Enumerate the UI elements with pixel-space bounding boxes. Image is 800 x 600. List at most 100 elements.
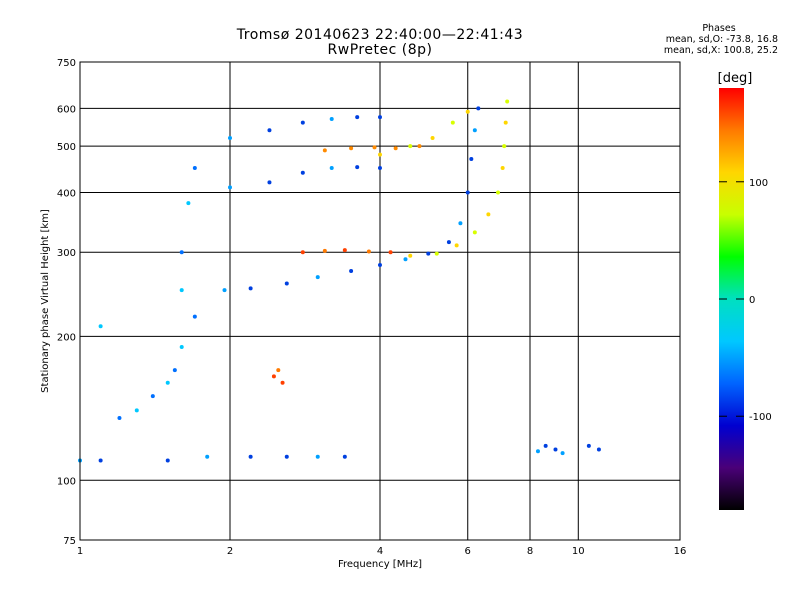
data-point <box>408 144 413 149</box>
data-point <box>465 190 470 195</box>
data-point <box>117 415 122 420</box>
y-tick-label: 400 <box>57 188 76 199</box>
data-point <box>267 180 272 185</box>
data-point <box>280 380 285 385</box>
y-tick-label: 200 <box>57 332 76 343</box>
y-tick-label: 600 <box>57 104 76 115</box>
data-point <box>535 449 540 454</box>
x-axis-label: Frequency [MHz] <box>338 559 422 570</box>
x-tick-label: 4 <box>377 546 383 557</box>
x-tick-label: 2 <box>227 546 233 557</box>
data-point <box>134 408 139 413</box>
data-point <box>179 345 184 350</box>
data-point <box>186 201 191 206</box>
data-point <box>465 109 470 114</box>
data-point <box>378 152 382 157</box>
data-point <box>505 99 510 104</box>
phase-stats-o: mean, sd,O: -73.8, 16.8 <box>665 34 778 45</box>
data-point <box>560 451 565 456</box>
data-point <box>329 116 334 121</box>
data-point <box>349 269 354 274</box>
data-point <box>378 263 382 268</box>
data-point <box>469 157 474 162</box>
phase-stats: Phases mean, sd,O: -73.8, 16.8 mean, sd,… <box>580 23 800 56</box>
data-point <box>388 250 393 255</box>
data-point <box>165 458 170 463</box>
data-point <box>596 447 601 452</box>
data-point <box>228 136 232 141</box>
data-point <box>342 248 347 253</box>
data-point <box>486 212 491 217</box>
data-point <box>315 275 320 280</box>
colorbar-unit-label: [deg] <box>718 71 753 86</box>
data-point <box>165 380 170 385</box>
data-point <box>417 144 422 149</box>
data-point <box>284 281 289 286</box>
colorbar-tick-label: 100 <box>749 178 768 189</box>
data-point <box>472 128 477 133</box>
data-point <box>408 253 413 258</box>
y-axis-label: Stationary phase Virtual Height [km] <box>40 209 51 393</box>
data-point <box>271 374 276 379</box>
y-tick-label: 500 <box>57 142 76 153</box>
phase-stats-heading: Phases <box>702 23 736 34</box>
y-tick-label: 75 <box>63 536 76 547</box>
y-tick-label: 100 <box>57 476 76 487</box>
x-tick-label: 1 <box>77 546 83 557</box>
data-point <box>322 148 327 153</box>
data-point <box>393 146 398 151</box>
data-point <box>586 443 591 448</box>
x-axis-ticks: 1 2 4 6 8 10 16 <box>77 546 687 557</box>
colorbar-tick-label: -100 <box>749 412 772 423</box>
data-point <box>502 144 507 149</box>
data-point <box>553 447 558 452</box>
data-point <box>355 115 360 120</box>
phase-stats-x: mean, sd,X: 100.8, 25.2 <box>663 45 778 56</box>
data-point <box>98 458 103 463</box>
data-point <box>267 128 272 133</box>
data-point <box>248 286 253 291</box>
data-point <box>403 257 408 262</box>
data-point <box>248 454 253 459</box>
data-point <box>192 314 197 319</box>
data-point <box>192 166 197 171</box>
data-point <box>355 165 360 170</box>
data-point <box>430 136 435 141</box>
data-point <box>454 243 459 248</box>
data-point <box>284 454 289 459</box>
data-point <box>172 368 177 373</box>
y-tick-label: 300 <box>57 248 76 259</box>
data-point <box>300 170 305 175</box>
data-point <box>372 145 377 150</box>
data-point <box>342 454 347 459</box>
data-point <box>300 250 305 255</box>
data-point <box>300 120 305 125</box>
y-tick-label: 750 <box>57 58 76 69</box>
data-point <box>476 106 481 111</box>
data-point <box>322 248 327 253</box>
data-point <box>222 288 227 293</box>
data-point <box>434 251 439 256</box>
data-point <box>495 190 500 195</box>
data-point <box>349 146 354 151</box>
data-point <box>150 394 155 399</box>
colorbar-ticks: 100 0 -100 <box>719 178 772 423</box>
data-point <box>228 185 232 190</box>
data-point <box>179 288 184 293</box>
data-point <box>472 230 477 235</box>
data-points <box>78 99 601 463</box>
data-point <box>378 115 382 120</box>
chart-subtitle: RwPretec (8p) <box>327 42 433 58</box>
chart-title: Tromsø 20140623 22:40:00—22:41:43 <box>236 27 524 43</box>
colorbar-tick-label: 0 <box>749 295 755 306</box>
data-point <box>500 166 505 171</box>
grid <box>80 62 680 540</box>
plot-frame <box>79 61 681 541</box>
data-point <box>366 249 371 254</box>
data-point <box>446 240 451 245</box>
x-tick-label: 16 <box>674 546 687 557</box>
y-axis-ticks: 75 100 200 300 400 500 600 750 <box>57 58 76 547</box>
data-point <box>98 324 103 329</box>
data-point <box>179 250 184 255</box>
